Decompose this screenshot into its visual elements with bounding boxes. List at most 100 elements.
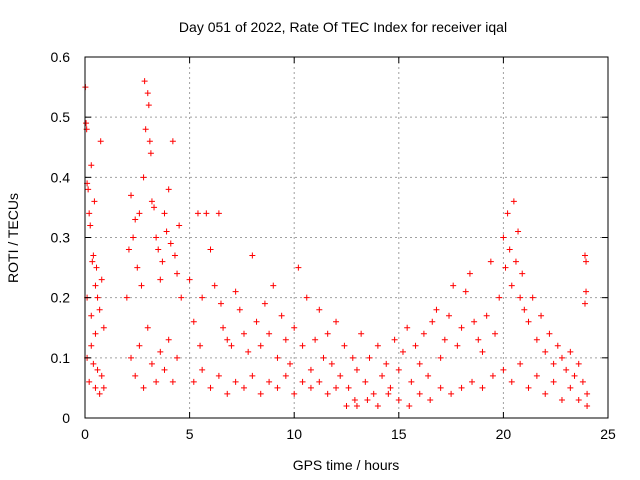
y-tick-label: 0.3 <box>51 230 71 246</box>
data-point <box>128 192 135 199</box>
data-point <box>147 150 154 157</box>
data-point <box>512 258 519 265</box>
data-point <box>249 372 256 379</box>
data-point <box>581 300 588 307</box>
data-point <box>86 378 93 385</box>
x-tick-label: 0 <box>81 426 89 442</box>
data-point <box>98 372 105 379</box>
data-point <box>90 360 97 367</box>
data-point <box>287 360 294 367</box>
data-point <box>161 366 168 373</box>
chart-title: Day 051 of 2022, Rate Of TEC Index for r… <box>179 19 507 35</box>
data-point <box>136 210 143 217</box>
data-point <box>364 396 371 403</box>
data-point <box>253 318 260 325</box>
data-point <box>517 294 524 301</box>
data-point <box>194 210 201 217</box>
data-point <box>391 336 398 343</box>
data-point <box>362 378 369 385</box>
x-tick-label: 15 <box>391 426 407 442</box>
data-point <box>83 120 90 127</box>
data-point <box>261 300 268 307</box>
data-point <box>92 384 99 391</box>
data-point <box>554 342 561 349</box>
data-point <box>140 174 147 181</box>
data-point <box>420 330 427 337</box>
data-point <box>161 210 168 217</box>
data-point <box>337 372 344 379</box>
data-point <box>542 348 549 355</box>
data-point <box>508 378 515 385</box>
data-point <box>479 384 486 391</box>
data-point <box>575 396 582 403</box>
data-point <box>458 384 465 391</box>
data-point <box>353 402 360 409</box>
data-point <box>515 228 522 235</box>
data-point <box>441 336 448 343</box>
data-point <box>479 348 486 355</box>
data-point <box>282 336 289 343</box>
data-point <box>96 390 103 397</box>
data-point <box>575 360 582 367</box>
data-point <box>374 342 381 349</box>
data-point <box>345 384 352 391</box>
data-point <box>567 384 574 391</box>
data-point <box>138 282 145 289</box>
data-point <box>349 354 356 361</box>
data-point <box>132 372 139 379</box>
data-point <box>333 384 340 391</box>
data-point <box>92 330 99 337</box>
data-point <box>245 348 252 355</box>
data-point <box>450 282 457 289</box>
data-point <box>224 390 231 397</box>
data-point <box>358 330 365 337</box>
data-point <box>508 282 515 289</box>
data-point <box>132 216 139 223</box>
data-point <box>504 210 511 217</box>
data-point <box>89 258 96 265</box>
data-point <box>236 306 243 313</box>
data-point <box>88 342 95 349</box>
data-point <box>144 90 151 97</box>
y-tick-label: 0.2 <box>51 290 71 306</box>
data-point <box>542 390 549 397</box>
data-point <box>153 234 160 241</box>
data-point <box>471 318 478 325</box>
x-tick-label: 20 <box>496 426 512 442</box>
data-point <box>395 366 402 373</box>
data-point <box>567 348 574 355</box>
data-point <box>145 102 152 109</box>
data-point <box>581 252 588 259</box>
data-point <box>94 294 101 301</box>
data-points <box>82 78 591 409</box>
data-point <box>249 252 256 259</box>
data-point <box>88 312 95 319</box>
data-point <box>240 330 247 337</box>
data-point <box>502 264 509 271</box>
data-point <box>462 288 469 295</box>
data-point <box>123 294 130 301</box>
data-point <box>257 342 264 349</box>
data-point <box>130 234 137 241</box>
data-point <box>274 354 281 361</box>
data-point <box>157 348 164 355</box>
data-point <box>211 282 218 289</box>
data-point <box>266 378 273 385</box>
data-point <box>379 372 386 379</box>
data-point <box>278 312 285 319</box>
data-point <box>240 384 247 391</box>
data-point <box>374 402 381 409</box>
data-point <box>353 366 360 373</box>
data-point <box>144 324 151 331</box>
data-point <box>270 282 277 289</box>
data-point <box>525 384 532 391</box>
data-point <box>583 288 590 295</box>
data-point <box>510 198 517 205</box>
data-point <box>475 336 482 343</box>
data-point <box>88 162 95 169</box>
data-point <box>550 378 557 385</box>
data-point <box>517 360 524 367</box>
data-point <box>134 264 141 271</box>
data-point <box>469 378 476 385</box>
